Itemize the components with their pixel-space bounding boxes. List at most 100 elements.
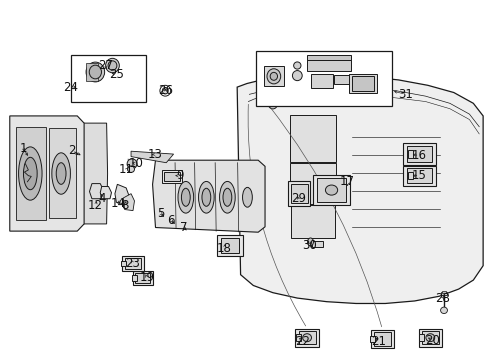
Bar — [86, 63, 98, 81]
Bar — [295, 329, 318, 347]
Bar — [162, 170, 182, 183]
Bar — [312, 241, 323, 247]
Text: 20: 20 — [425, 334, 439, 347]
Ellipse shape — [302, 334, 311, 342]
Ellipse shape — [202, 188, 210, 206]
Bar — [313, 175, 349, 205]
Bar — [406, 168, 431, 183]
Text: 29: 29 — [290, 192, 305, 205]
Ellipse shape — [23, 157, 37, 190]
Ellipse shape — [56, 163, 66, 184]
Ellipse shape — [160, 85, 170, 96]
Bar — [289, 115, 336, 162]
Bar — [132, 275, 137, 281]
Text: 19: 19 — [139, 271, 154, 284]
Text: 15: 15 — [411, 169, 426, 182]
Ellipse shape — [293, 62, 301, 69]
Polygon shape — [81, 123, 107, 224]
Bar — [306, 55, 350, 60]
Bar — [421, 331, 438, 344]
Text: 8: 8 — [121, 199, 128, 212]
Ellipse shape — [162, 87, 168, 94]
Ellipse shape — [181, 188, 190, 206]
Ellipse shape — [178, 181, 193, 213]
Polygon shape — [152, 160, 264, 232]
Bar — [370, 330, 393, 348]
Polygon shape — [10, 116, 84, 231]
Text: 31: 31 — [398, 88, 412, 101]
Ellipse shape — [105, 58, 119, 73]
Text: 24: 24 — [63, 81, 78, 94]
Bar — [124, 258, 141, 269]
Text: 12: 12 — [88, 199, 102, 212]
Polygon shape — [123, 194, 134, 211]
Bar — [440, 292, 447, 295]
Ellipse shape — [127, 166, 134, 172]
Bar — [334, 75, 349, 84]
Text: 26: 26 — [158, 84, 172, 97]
Polygon shape — [115, 184, 129, 204]
Text: 16: 16 — [411, 149, 426, 162]
Text: 14: 14 — [111, 197, 125, 210]
Bar — [71, 55, 145, 102]
Bar — [369, 336, 374, 342]
Ellipse shape — [223, 188, 231, 206]
Bar — [406, 146, 431, 162]
Text: 22: 22 — [294, 335, 309, 348]
Text: 10: 10 — [128, 157, 143, 170]
Bar — [288, 181, 309, 206]
Ellipse shape — [266, 69, 280, 84]
Bar — [418, 329, 441, 347]
Polygon shape — [131, 151, 173, 163]
Ellipse shape — [325, 185, 337, 195]
Text: 2: 2 — [68, 144, 76, 157]
Polygon shape — [49, 128, 76, 218]
Bar — [298, 331, 315, 344]
Text: 27: 27 — [98, 59, 112, 72]
Ellipse shape — [269, 72, 277, 80]
Polygon shape — [16, 127, 46, 220]
Text: 21: 21 — [371, 335, 386, 348]
Bar — [263, 66, 284, 86]
Text: 9: 9 — [176, 169, 183, 182]
Text: 18: 18 — [216, 242, 231, 255]
Text: 25: 25 — [109, 68, 123, 81]
Bar — [407, 172, 412, 179]
Bar — [310, 74, 332, 88]
Ellipse shape — [86, 62, 104, 82]
Bar — [402, 166, 435, 186]
Ellipse shape — [198, 181, 214, 213]
Bar — [418, 334, 423, 341]
Ellipse shape — [127, 159, 137, 169]
Polygon shape — [100, 186, 111, 199]
Ellipse shape — [440, 307, 447, 314]
Bar — [289, 163, 336, 204]
Bar — [290, 184, 307, 203]
Bar — [402, 143, 435, 165]
Bar — [121, 261, 126, 266]
Bar — [373, 333, 390, 346]
Text: 28: 28 — [434, 292, 449, 305]
Bar — [295, 334, 300, 341]
Bar — [306, 60, 350, 71]
Bar — [407, 150, 412, 158]
Text: 11: 11 — [119, 163, 133, 176]
Text: 4: 4 — [98, 192, 105, 205]
Ellipse shape — [219, 181, 235, 213]
Ellipse shape — [52, 153, 70, 194]
Text: 23: 23 — [125, 257, 140, 270]
Bar — [164, 172, 180, 181]
Text: 1: 1 — [20, 142, 27, 155]
Ellipse shape — [89, 65, 102, 79]
Text: 17: 17 — [339, 175, 354, 188]
Ellipse shape — [108, 61, 117, 70]
Ellipse shape — [425, 334, 434, 342]
Bar — [348, 73, 376, 93]
Bar — [220, 238, 239, 253]
Ellipse shape — [292, 71, 302, 81]
Text: 6: 6 — [167, 214, 175, 227]
Text: 13: 13 — [148, 148, 163, 161]
Bar — [132, 271, 153, 285]
Text: 7: 7 — [179, 221, 187, 234]
Text: 30: 30 — [301, 239, 316, 252]
